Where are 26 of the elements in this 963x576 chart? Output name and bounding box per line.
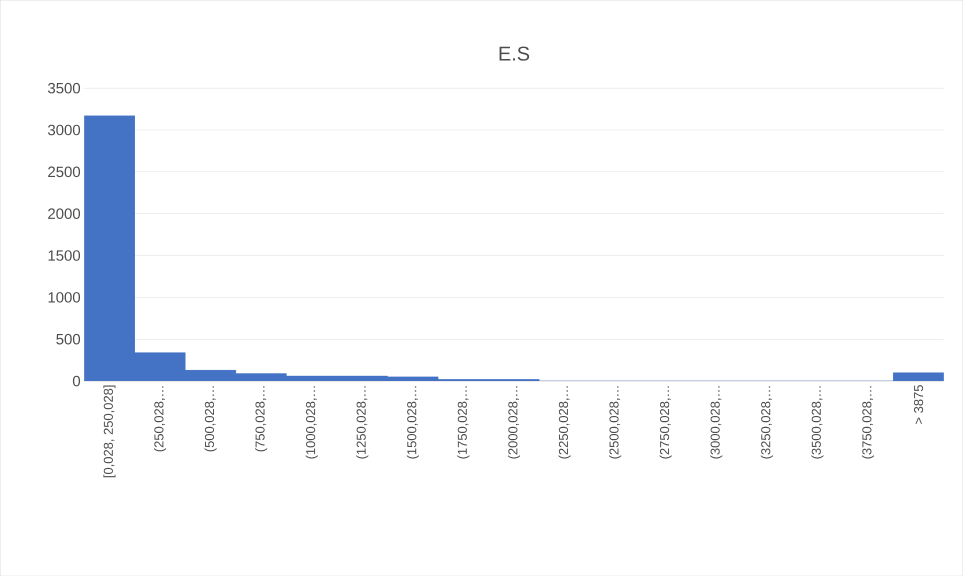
y-tick-label: 1000	[48, 292, 80, 303]
x-tick-label: (2000,028,…	[508, 386, 520, 459]
x-tick-label: > 3875	[914, 385, 924, 424]
y-tick-label: 500	[56, 334, 80, 344]
y-tick-label: 3000	[48, 124, 80, 136]
x-tick-label: (2750,028,…	[660, 386, 672, 459]
x-tick-label: (1750,028,…	[457, 386, 470, 459]
x-tick-label: (1000,028,…	[306, 386, 318, 459]
x-tick-label: (1500,028,…	[406, 386, 419, 459]
x-tick-label: [0,028, 250,028]	[103, 385, 116, 478]
x-tick-label: (1250,028,…	[356, 386, 368, 459]
x-tick-label: (3500,028,…	[811, 386, 824, 459]
y-tick-label: 1500	[48, 250, 80, 261]
x-tick-label: (3250,028,…	[760, 386, 773, 459]
x-tick-label: (2250,028,…	[558, 386, 571, 459]
y-tick-label: 2500	[48, 166, 80, 178]
y-tick-label: 0	[72, 376, 80, 386]
x-tick-label: (3000,028,…	[710, 386, 722, 459]
y-tick-label: 2000	[48, 208, 80, 219]
y-tick-label: 3500	[48, 82, 80, 94]
x-tick-label: (3750,028,…	[862, 386, 874, 459]
x-tick-label: (500,028,…	[204, 386, 217, 452]
chart-title: E.S	[500, 46, 530, 61]
x-tick-label: (2500,028,…	[609, 386, 622, 459]
x-tick-label: (250,028,…	[154, 386, 166, 452]
x-tick-label: (750,028,…	[255, 386, 268, 452]
